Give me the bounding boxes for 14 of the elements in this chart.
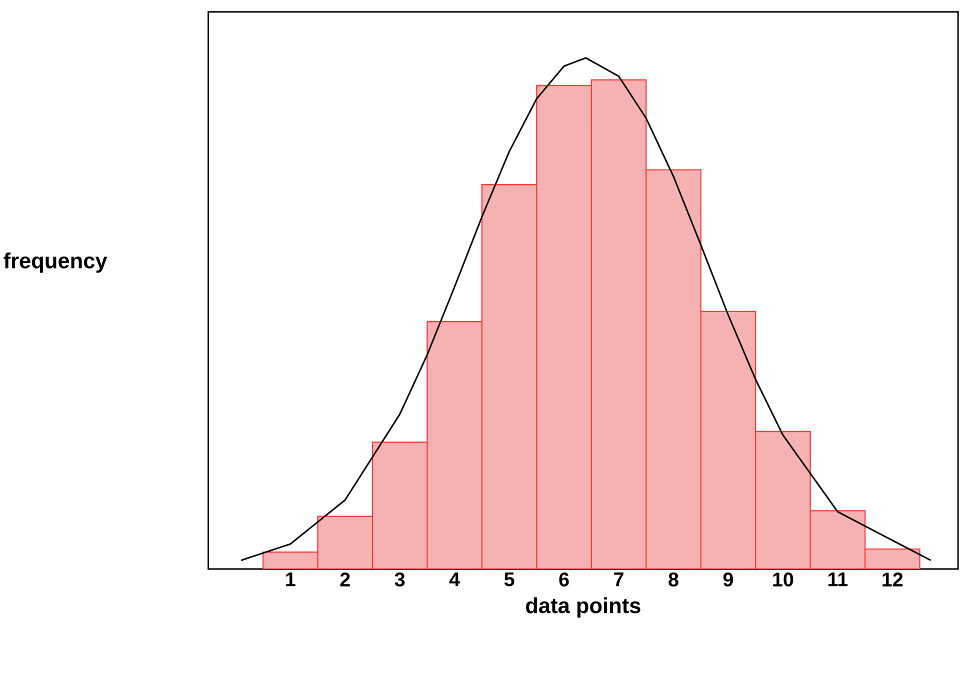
x-tick-label: 3: [394, 572, 405, 586]
y-axis-title: frequency: [4, 252, 108, 273]
x-tick-label: 6: [559, 572, 569, 586]
x-tick-label: 1: [286, 572, 296, 586]
x-tick-label: 10: [773, 572, 794, 586]
x-tick-label: 2: [340, 572, 350, 586]
x-tick-label: 8: [668, 572, 678, 586]
x-tick-label: 11: [828, 572, 848, 586]
x-tick-label: 12: [882, 572, 903, 586]
x-tick-label: 5: [504, 572, 514, 586]
x-tick-label: 9: [723, 572, 733, 586]
x-tick-label: 4: [449, 572, 460, 586]
x-tick-label: 7: [614, 572, 624, 586]
x-axis-title: data points: [526, 597, 640, 618]
